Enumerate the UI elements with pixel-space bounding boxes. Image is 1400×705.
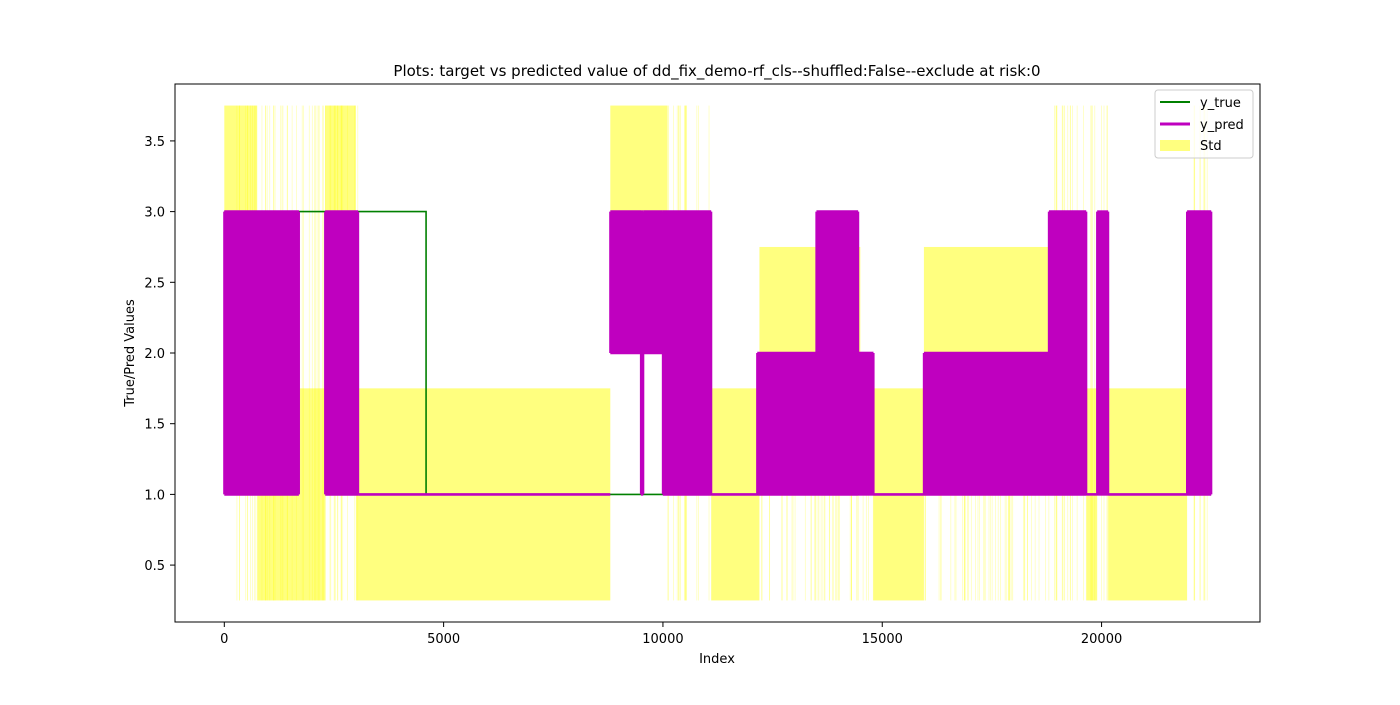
series-y-pred-oscillation	[642, 211, 665, 353]
std-band-sliver	[317, 105, 319, 601]
series-y-pred-segment	[857, 351, 875, 496]
series-y-pred-segment	[1096, 210, 1110, 496]
std-band-sliver	[318, 105, 320, 601]
series-y-pred-segment	[756, 351, 818, 496]
x-tick-label: 20000	[1081, 632, 1122, 647]
legend-std-swatch	[1160, 140, 1190, 151]
series-y-pred-segment	[642, 210, 665, 355]
series-y-pred-oscillation	[609, 211, 643, 353]
series-y-pred-oscillation	[857, 353, 875, 495]
legend-y-pred-label: y_pred	[1200, 118, 1244, 133]
std-band-sliver	[301, 105, 303, 601]
series-y-pred-segment	[1047, 210, 1088, 496]
std-band-sliver	[308, 105, 310, 601]
y-tick-label: 2.0	[144, 347, 165, 362]
y-axis: 0.5 1.0 1.5 2.0 2.5 3.0 3.5	[144, 135, 175, 574]
series-y-pred-oscillation	[324, 211, 360, 495]
std-band	[923, 246, 1049, 353]
series-y-pred-oscillation	[639, 211, 645, 495]
std-band-sliver	[323, 105, 324, 601]
x-tick-label: 10000	[642, 632, 683, 647]
line-layer	[223, 210, 1213, 496]
series-y-pred-segment	[922, 351, 1051, 496]
y-tick-label: 0.5	[144, 559, 165, 574]
x-tick-label: 15000	[862, 632, 903, 647]
series-y-pred-oscillation	[815, 211, 860, 495]
series-y-pred-oscillation	[223, 211, 300, 495]
chart-title: Plots: target vs predicted value of dd_f…	[393, 62, 1040, 81]
x-tick-label: 0	[220, 632, 228, 647]
y-tick-label: 1.0	[144, 488, 165, 503]
std-band-sliver	[311, 105, 313, 601]
series-y-pred-oscillation	[1186, 211, 1213, 495]
y-axis-label: True/Pred Values	[123, 299, 138, 408]
series-y-pred-segment	[609, 210, 643, 355]
y-tick-label: 3.5	[144, 135, 165, 150]
series-y-pred-segment	[661, 210, 713, 496]
series-y-pred-oscillation	[661, 211, 713, 495]
std-band-sliver	[322, 105, 323, 601]
y-tick-label: 2.5	[144, 276, 165, 291]
std-band-sliver	[1094, 105, 1096, 601]
series-y-pred-segment	[815, 210, 860, 496]
std-band-sliver	[303, 105, 304, 601]
std-band	[325, 105, 356, 212]
std-band-sliver	[314, 105, 315, 601]
legend-std-label: Std	[1200, 139, 1222, 154]
legend: y_true y_pred Std	[1154, 89, 1254, 159]
x-tick-label: 5000	[427, 632, 460, 647]
legend-y-true-label: y_true	[1200, 96, 1241, 111]
std-band-sliver	[1090, 105, 1092, 601]
std-band-sliver	[315, 105, 316, 601]
x-axis: 0 5000 10000 15000 20000	[220, 622, 1122, 647]
std-band	[224, 105, 258, 212]
std-band-sliver	[1091, 105, 1092, 601]
series-y-pred-oscillation	[1047, 211, 1088, 495]
series-y-pred-segment	[324, 210, 360, 496]
x-axis-label: Index	[699, 652, 735, 667]
series-y-pred-oscillation	[922, 353, 1051, 495]
series-y-pred-segment	[223, 210, 300, 496]
std-band-sliver	[1092, 105, 1093, 601]
series-y-pred-segment	[1186, 210, 1213, 496]
std-band-sliver	[316, 105, 318, 601]
series-y-pred-oscillation	[1096, 211, 1110, 495]
series-y-pred-oscillation	[756, 353, 818, 495]
y-tick-label: 1.5	[144, 418, 165, 433]
std-band	[610, 105, 668, 212]
y-tick-label: 3.0	[144, 206, 165, 221]
